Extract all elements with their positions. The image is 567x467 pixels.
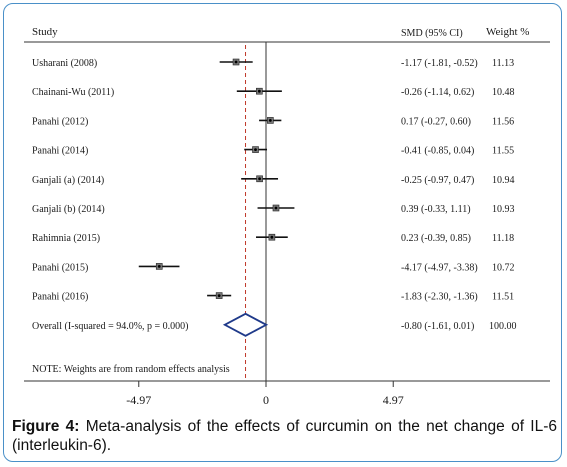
study-label: Ganjali (a) (2014) <box>32 175 104 186</box>
ci-text: 0.39 (-0.33, 1.11) <box>401 204 471 215</box>
point-estimate <box>254 148 257 152</box>
weight-value: 11.51 <box>492 292 514 303</box>
ci-text: 0.17 (-0.27, 0.60) <box>401 116 471 127</box>
weight-value: 11.55 <box>492 146 514 157</box>
point-estimate <box>257 89 261 93</box>
point-estimate <box>217 294 221 297</box>
point-estimate <box>234 60 238 64</box>
note: NOTE: Weights are from random effects an… <box>32 364 230 375</box>
x-tick-label: 4.97 <box>383 393 404 407</box>
study-label: Panahi (2012) <box>32 116 88 127</box>
weight-value: 10.72 <box>492 262 515 273</box>
figure-frame <box>3 3 562 462</box>
weight-value: 10.93 <box>492 204 515 215</box>
ci-text: -4.17 (-4.97, -3.38) <box>401 262 478 273</box>
point-estimate <box>268 119 272 122</box>
study-label: Chainani-Wu (2011) <box>32 87 114 98</box>
weight-value: 10.94 <box>492 175 515 186</box>
header-smd: SMD (95% CI) <box>401 28 463 39</box>
caption-text: Meta-analysis of the effects of curcumin… <box>12 418 557 454</box>
weight-value: 11.13 <box>492 58 514 69</box>
point-estimate <box>274 206 278 210</box>
weight-value: 10.48 <box>492 87 515 98</box>
point-estimate <box>258 177 261 181</box>
point-estimate <box>270 235 274 239</box>
ci-text: -1.17 (-1.81, -0.52) <box>401 58 478 69</box>
overall-ci-text: -0.80 (-1.61, 0.01) <box>401 321 474 332</box>
ci-text: -0.26 (-1.14, 0.62) <box>401 87 474 98</box>
study-label: Usharani (2008) <box>32 58 97 69</box>
overall-label: Overall (I-squared = 94.0%, p = 0.000) <box>32 321 189 332</box>
header-weight: Weight % <box>486 26 529 38</box>
weight-value: 11.56 <box>492 116 514 127</box>
caption-label: Figure 4: <box>12 418 80 435</box>
study-label: Panahi (2015) <box>32 262 88 273</box>
study-label: Rahimnia (2015) <box>32 233 100 244</box>
point-estimate <box>157 265 161 268</box>
x-tick-label: 0 <box>263 393 269 407</box>
study-label: Panahi (2016) <box>32 292 88 303</box>
figure-caption: Figure 4: Meta-analysis of the effects o… <box>12 417 557 455</box>
overall-weight: 100.00 <box>489 321 517 332</box>
x-tick-label: -4.97 <box>126 393 151 407</box>
ci-text: -1.83 (-2.30, -1.36) <box>401 292 478 303</box>
ci-text: -0.25 (-0.97, 0.47) <box>401 175 474 186</box>
ci-text: 0.23 (-0.39, 0.85) <box>401 233 471 244</box>
overall-diamond <box>222 312 269 337</box>
study-label: Ganjali (b) (2014) <box>32 204 105 215</box>
study-label: Panahi (2014) <box>32 146 88 157</box>
header-study: Study <box>32 26 58 38</box>
ci-text: -0.41 (-0.85, 0.04) <box>401 146 474 157</box>
weight-value: 11.18 <box>492 233 514 244</box>
